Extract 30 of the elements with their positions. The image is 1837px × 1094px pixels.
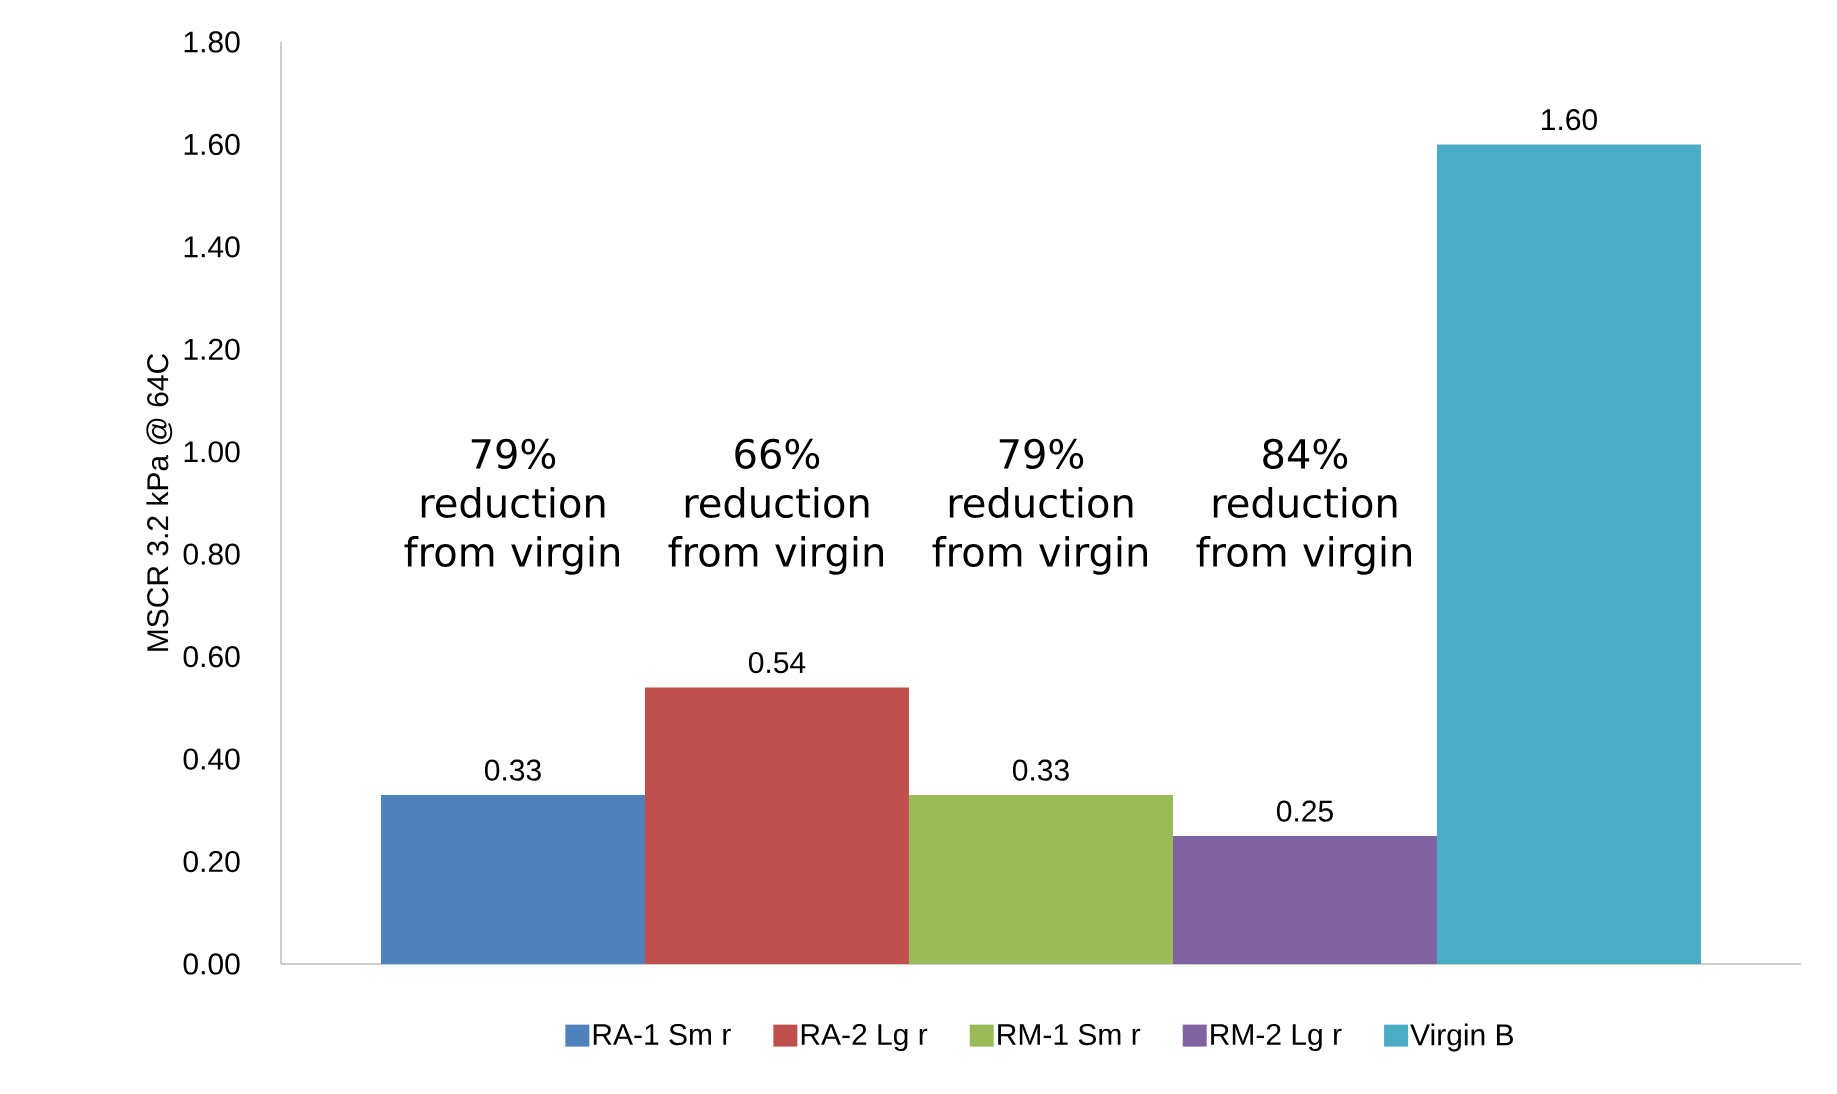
data-label: 1.60 [1542, 108, 1597, 131]
bar [380, 794, 645, 964]
legend-label: RM-2 Lg r [1211, 1023, 1342, 1052]
bar [908, 794, 1173, 964]
bar [1172, 835, 1437, 964]
legend-label: Virgin B [1410, 1023, 1513, 1052]
legend-label: RA-1 Sm r [593, 1023, 731, 1046]
data-label: 0.33 [484, 759, 541, 781]
data-label: 0.54 [748, 651, 806, 674]
legend-label: RM-1 Sm r [998, 1023, 1141, 1046]
y-tick-label: 0.60 [183, 646, 240, 668]
annotation: 84% reduction from virgin [1196, 438, 1411, 575]
y-tick-label: 0.00 [183, 953, 240, 975]
legend-label: RA-2 Lg r [801, 1023, 928, 1052]
y-tick-label: 1.00 [184, 441, 240, 463]
data-label: 0.33 [1012, 759, 1069, 781]
y-tick-label: 0.40 [183, 748, 240, 770]
bar [1436, 144, 1701, 964]
y-tick-label: 1.20 [184, 338, 240, 360]
data-label: 0.25 [1276, 800, 1333, 822]
annotation: 79% reduction from virgin [932, 438, 1147, 575]
y-tick-label: 0.20 [183, 850, 240, 873]
y-tick-label: 0.80 [183, 543, 240, 565]
y-tick-label: 1.40 [184, 236, 240, 258]
bar [644, 687, 909, 964]
y-tick-label: 1.60 [184, 133, 240, 156]
y-tick-label: 1.80 [184, 31, 240, 53]
annotation: 79% reduction from virgin [404, 438, 619, 575]
y-axis-title: MSCR 3.2 kPa @ 64C [146, 353, 173, 651]
annotation: 66% reduction from virgin [668, 438, 883, 575]
